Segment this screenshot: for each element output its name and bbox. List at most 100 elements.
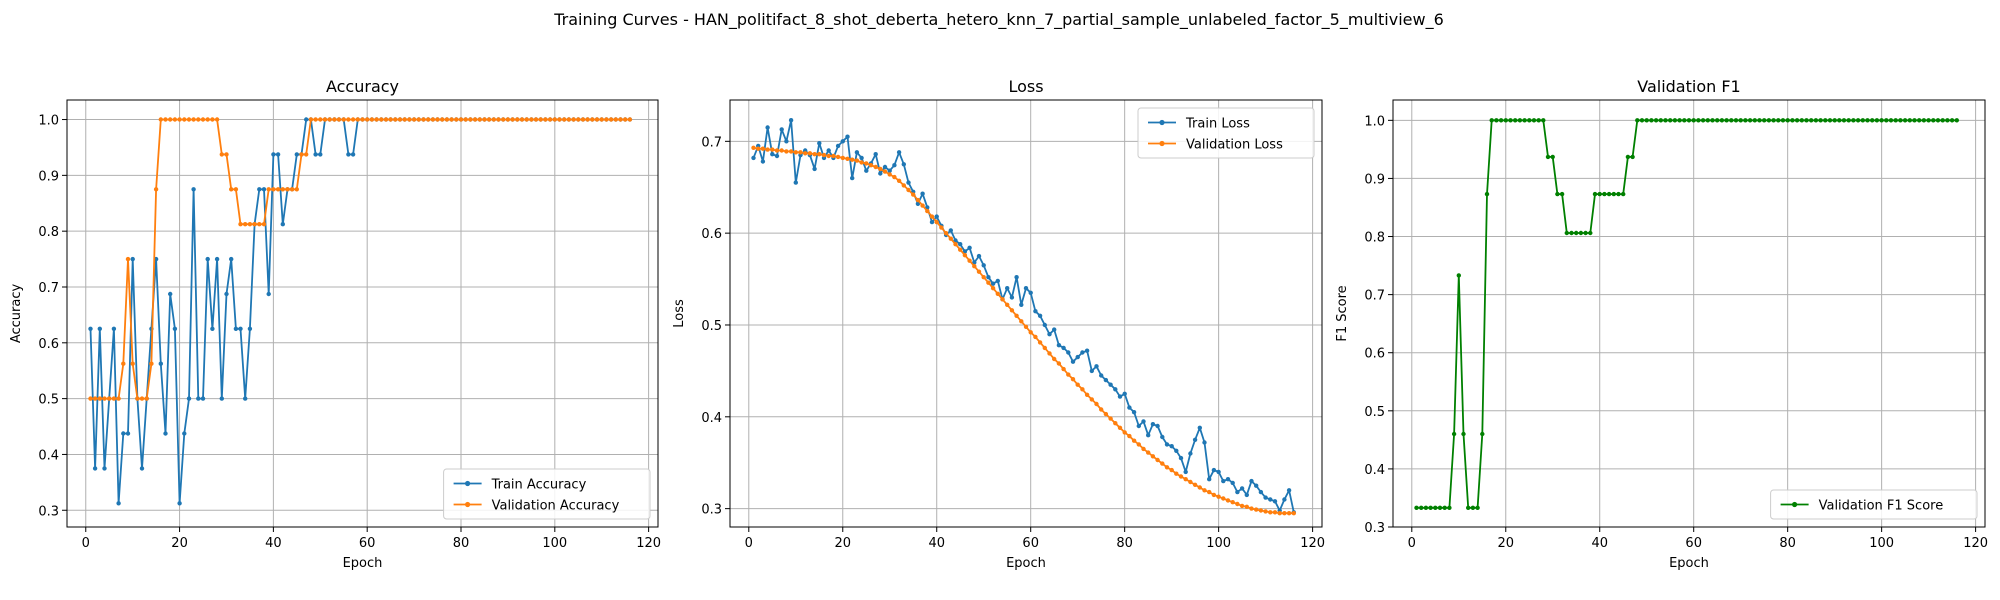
data-point-6	[111, 326, 117, 331]
data-point-109	[1921, 118, 1927, 123]
data-point-63	[1042, 322, 1048, 328]
data-point-108	[1254, 507, 1259, 512]
data-point-95	[529, 117, 534, 122]
data-point-55	[1668, 118, 1673, 123]
data-point-65	[388, 117, 393, 122]
data-point-1	[88, 396, 93, 401]
data-point-74	[1094, 364, 1099, 369]
data-point-75	[1099, 407, 1104, 412]
data-point-52	[1653, 118, 1659, 123]
data-point-88	[1823, 118, 1828, 123]
data-point-10	[793, 180, 798, 185]
data-point-109	[1258, 508, 1264, 513]
data-point-30	[887, 168, 892, 173]
data-point-75	[1099, 373, 1104, 378]
y-tick-label: 0.7	[38, 281, 59, 296]
series-line	[90, 118, 630, 400]
data-point-94	[1188, 451, 1193, 456]
data-point-9	[1451, 431, 1457, 437]
data-point-3	[97, 326, 103, 331]
y-tick-label: 0.6	[38, 337, 59, 352]
data-point-38	[261, 222, 267, 227]
data-point-56	[1009, 295, 1015, 300]
data-point-59	[1023, 324, 1029, 329]
data-point-7	[779, 127, 784, 132]
data-point-25	[200, 396, 206, 401]
data-point-95	[1192, 482, 1198, 487]
data-point-81	[1127, 405, 1132, 410]
data-point-74	[1757, 118, 1762, 123]
y-tick-label: 0.3	[701, 503, 722, 518]
data-point-44	[289, 187, 295, 192]
data-point-96	[533, 117, 539, 122]
data-point-28	[878, 166, 883, 172]
data-point-45	[294, 187, 299, 192]
data-point-115	[1286, 488, 1292, 493]
data-point-90	[1169, 467, 1174, 473]
chart-title: Accuracy	[326, 77, 399, 96]
data-point-7	[116, 501, 121, 506]
data-point-27	[873, 152, 878, 157]
legend-marker-2	[465, 501, 471, 508]
data-point-62	[374, 117, 379, 122]
data-point-50	[318, 152, 323, 157]
data-point-22	[186, 117, 192, 122]
data-point-102	[562, 117, 567, 122]
axes-frame	[1392, 99, 1986, 528]
data-point-28	[1541, 118, 1546, 123]
y-tick-label: 0.9	[1364, 172, 1385, 187]
data-point-61	[1033, 309, 1038, 314]
y-tick-label: 0.5	[1364, 405, 1385, 420]
data-point-58	[1019, 302, 1024, 307]
x-axis-label: Epoch	[343, 556, 383, 571]
data-point-49	[313, 152, 318, 157]
data-point-28	[214, 256, 220, 262]
data-point-80	[1785, 118, 1790, 123]
data-point-14	[149, 361, 154, 366]
data-point-36	[1578, 230, 1584, 236]
legend-label: Validation Accuracy	[492, 499, 620, 514]
data-point-48	[1635, 118, 1640, 123]
data-point-24	[859, 155, 864, 161]
data-point-51	[986, 275, 991, 280]
data-point-88	[1160, 461, 1165, 466]
data-point-94	[1851, 118, 1856, 123]
data-point-77	[1108, 416, 1113, 421]
legend-label: Validation F1 Score	[1819, 499, 1944, 514]
y-tick-label: 1.0	[1364, 114, 1385, 129]
data-point-115	[623, 117, 628, 122]
x-tick-label: 120	[636, 536, 661, 551]
y-tick-label: 0.4	[701, 411, 722, 426]
data-point-60	[1691, 118, 1696, 123]
data-point-88	[496, 117, 501, 122]
data-point-51	[986, 280, 991, 285]
data-point-23	[191, 117, 196, 122]
legend-box	[1137, 107, 1315, 159]
data-point-2	[1419, 505, 1424, 510]
data-point-66	[1056, 343, 1062, 348]
data-point-39	[1592, 191, 1598, 197]
data-point-17	[163, 431, 168, 436]
data-point-67	[397, 117, 403, 122]
y-axis-label: F1 Score	[1335, 285, 1350, 341]
data-point-76	[1766, 118, 1772, 123]
data-point-16	[1484, 191, 1490, 197]
data-point-24	[1522, 118, 1527, 123]
data-point-68	[402, 117, 407, 122]
data-point-48	[308, 117, 314, 122]
data-point-2	[92, 396, 98, 401]
series-line	[752, 119, 1295, 513]
data-point-56	[1672, 118, 1678, 123]
data-point-59	[1023, 286, 1029, 291]
data-point-107	[1249, 506, 1254, 511]
data-point-86	[486, 117, 492, 122]
data-point-87	[1155, 423, 1160, 429]
data-point-85	[1146, 450, 1151, 455]
data-point-26	[1531, 118, 1537, 123]
legend: Validation F1 Score	[1770, 489, 1978, 520]
data-point-19	[1498, 118, 1504, 123]
data-point-41	[275, 187, 281, 192]
data-point-3	[760, 159, 766, 164]
data-point-78	[449, 117, 454, 122]
chart-panel-1: 0 20 40 60 80 100 120 0.3 0.4 0.5 0.6 0.7 0.8 0.9 1.0 A…	[9, 77, 661, 571]
